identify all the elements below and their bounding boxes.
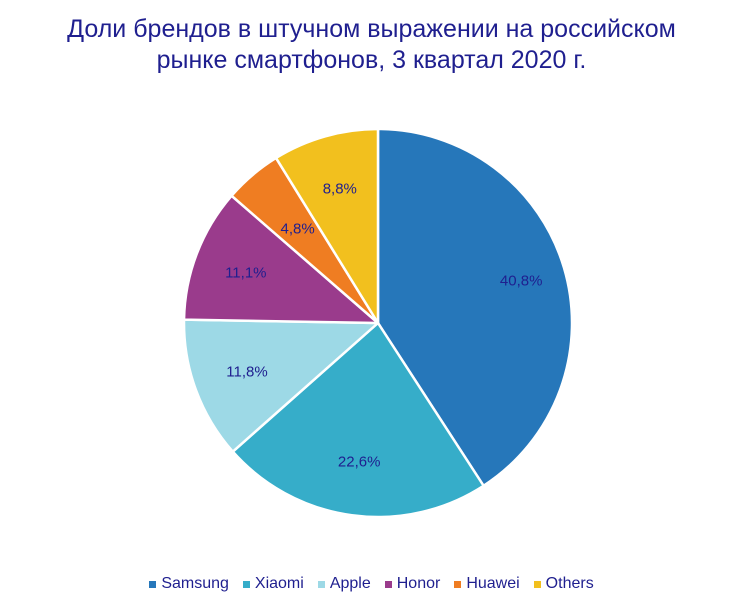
data-label-xiaomi: 22,6% [338, 453, 381, 470]
pie-labels: 40,8% 22,6% 11,8% 11,1% 4,8% 8,8% [225, 181, 542, 471]
legend-swatch-xiaomi [242, 580, 250, 588]
pie-slices [182, 127, 574, 519]
legend-item-honor: Honor [384, 574, 441, 594]
data-label-honor: 11,1% [225, 264, 266, 281]
legend-swatch-others [533, 580, 541, 588]
data-label-samsung: 40,8% [500, 273, 543, 290]
legend-swatch-huawei [454, 580, 462, 588]
chart-title: Доли брендов в штучном выражении на росс… [0, 14, 743, 76]
data-label-huawei: 4,8% [280, 220, 314, 237]
legend-item-huawei: Huawei [454, 574, 520, 594]
legend-label-honor: Honor [396, 575, 441, 592]
legend-item-others: Others [533, 574, 594, 594]
data-label-apple: 11,8% [226, 363, 267, 380]
legend-swatch-apple [317, 580, 325, 588]
chart-legend: Samsung Xiaomi Apple Honor Huawei Others [0, 574, 743, 594]
pie-slice-honor [182, 194, 380, 325]
data-label-others: 8,8% [323, 181, 357, 198]
legend-label-apple: Apple [329, 575, 371, 592]
legend-swatch-honor [384, 580, 392, 588]
legend-item-apple: Apple [317, 574, 371, 594]
legend-label-others: Others [545, 575, 594, 592]
pie-slice-xiaomi [231, 321, 485, 519]
legend-label-xiaomi: Xiaomi [254, 575, 304, 592]
legend-item-samsung: Samsung [149, 574, 229, 594]
pie-slice-apple [182, 318, 380, 453]
chart-title-line-2: рынке смартфонов, 3 квартал 2020 г. [156, 46, 587, 74]
legend-item-xiaomi: Xiaomi [242, 574, 304, 594]
chart-title-line-1: Доли брендов в штучном выражении на росс… [67, 15, 676, 43]
legend-label-samsung: Samsung [161, 575, 229, 592]
legend-label-huawei: Huawei [466, 575, 520, 592]
legend-swatch-samsung [149, 580, 157, 588]
pie-slice-others [274, 127, 380, 325]
